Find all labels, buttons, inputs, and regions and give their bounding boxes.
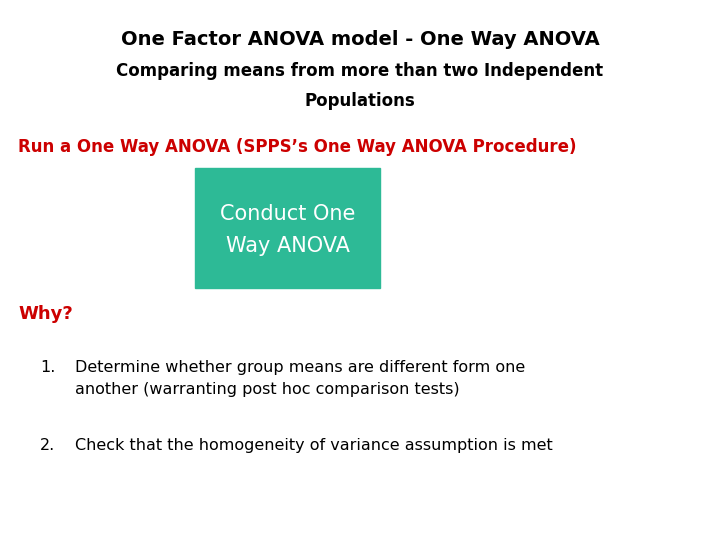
Text: 2.: 2.	[40, 438, 55, 453]
FancyBboxPatch shape	[195, 168, 380, 288]
Text: Conduct One: Conduct One	[220, 204, 355, 224]
Text: One Factor ANOVA model - One Way ANOVA: One Factor ANOVA model - One Way ANOVA	[121, 30, 599, 49]
Text: Run a One Way ANOVA (SPPS’s One Way ANOVA Procedure): Run a One Way ANOVA (SPPS’s One Way ANOV…	[18, 138, 577, 156]
Text: another (warranting post hoc comparison tests): another (warranting post hoc comparison …	[75, 382, 459, 397]
Text: Comparing means from more than two Independent: Comparing means from more than two Indep…	[117, 62, 603, 80]
Text: Check that the homogeneity of variance assumption is met: Check that the homogeneity of variance a…	[75, 438, 553, 453]
Text: 1.: 1.	[40, 360, 55, 375]
Text: Why?: Why?	[18, 305, 73, 323]
Text: Determine whether group means are different form one: Determine whether group means are differ…	[75, 360, 526, 375]
Text: Populations: Populations	[305, 92, 415, 110]
Text: Way ANOVA: Way ANOVA	[225, 236, 349, 256]
